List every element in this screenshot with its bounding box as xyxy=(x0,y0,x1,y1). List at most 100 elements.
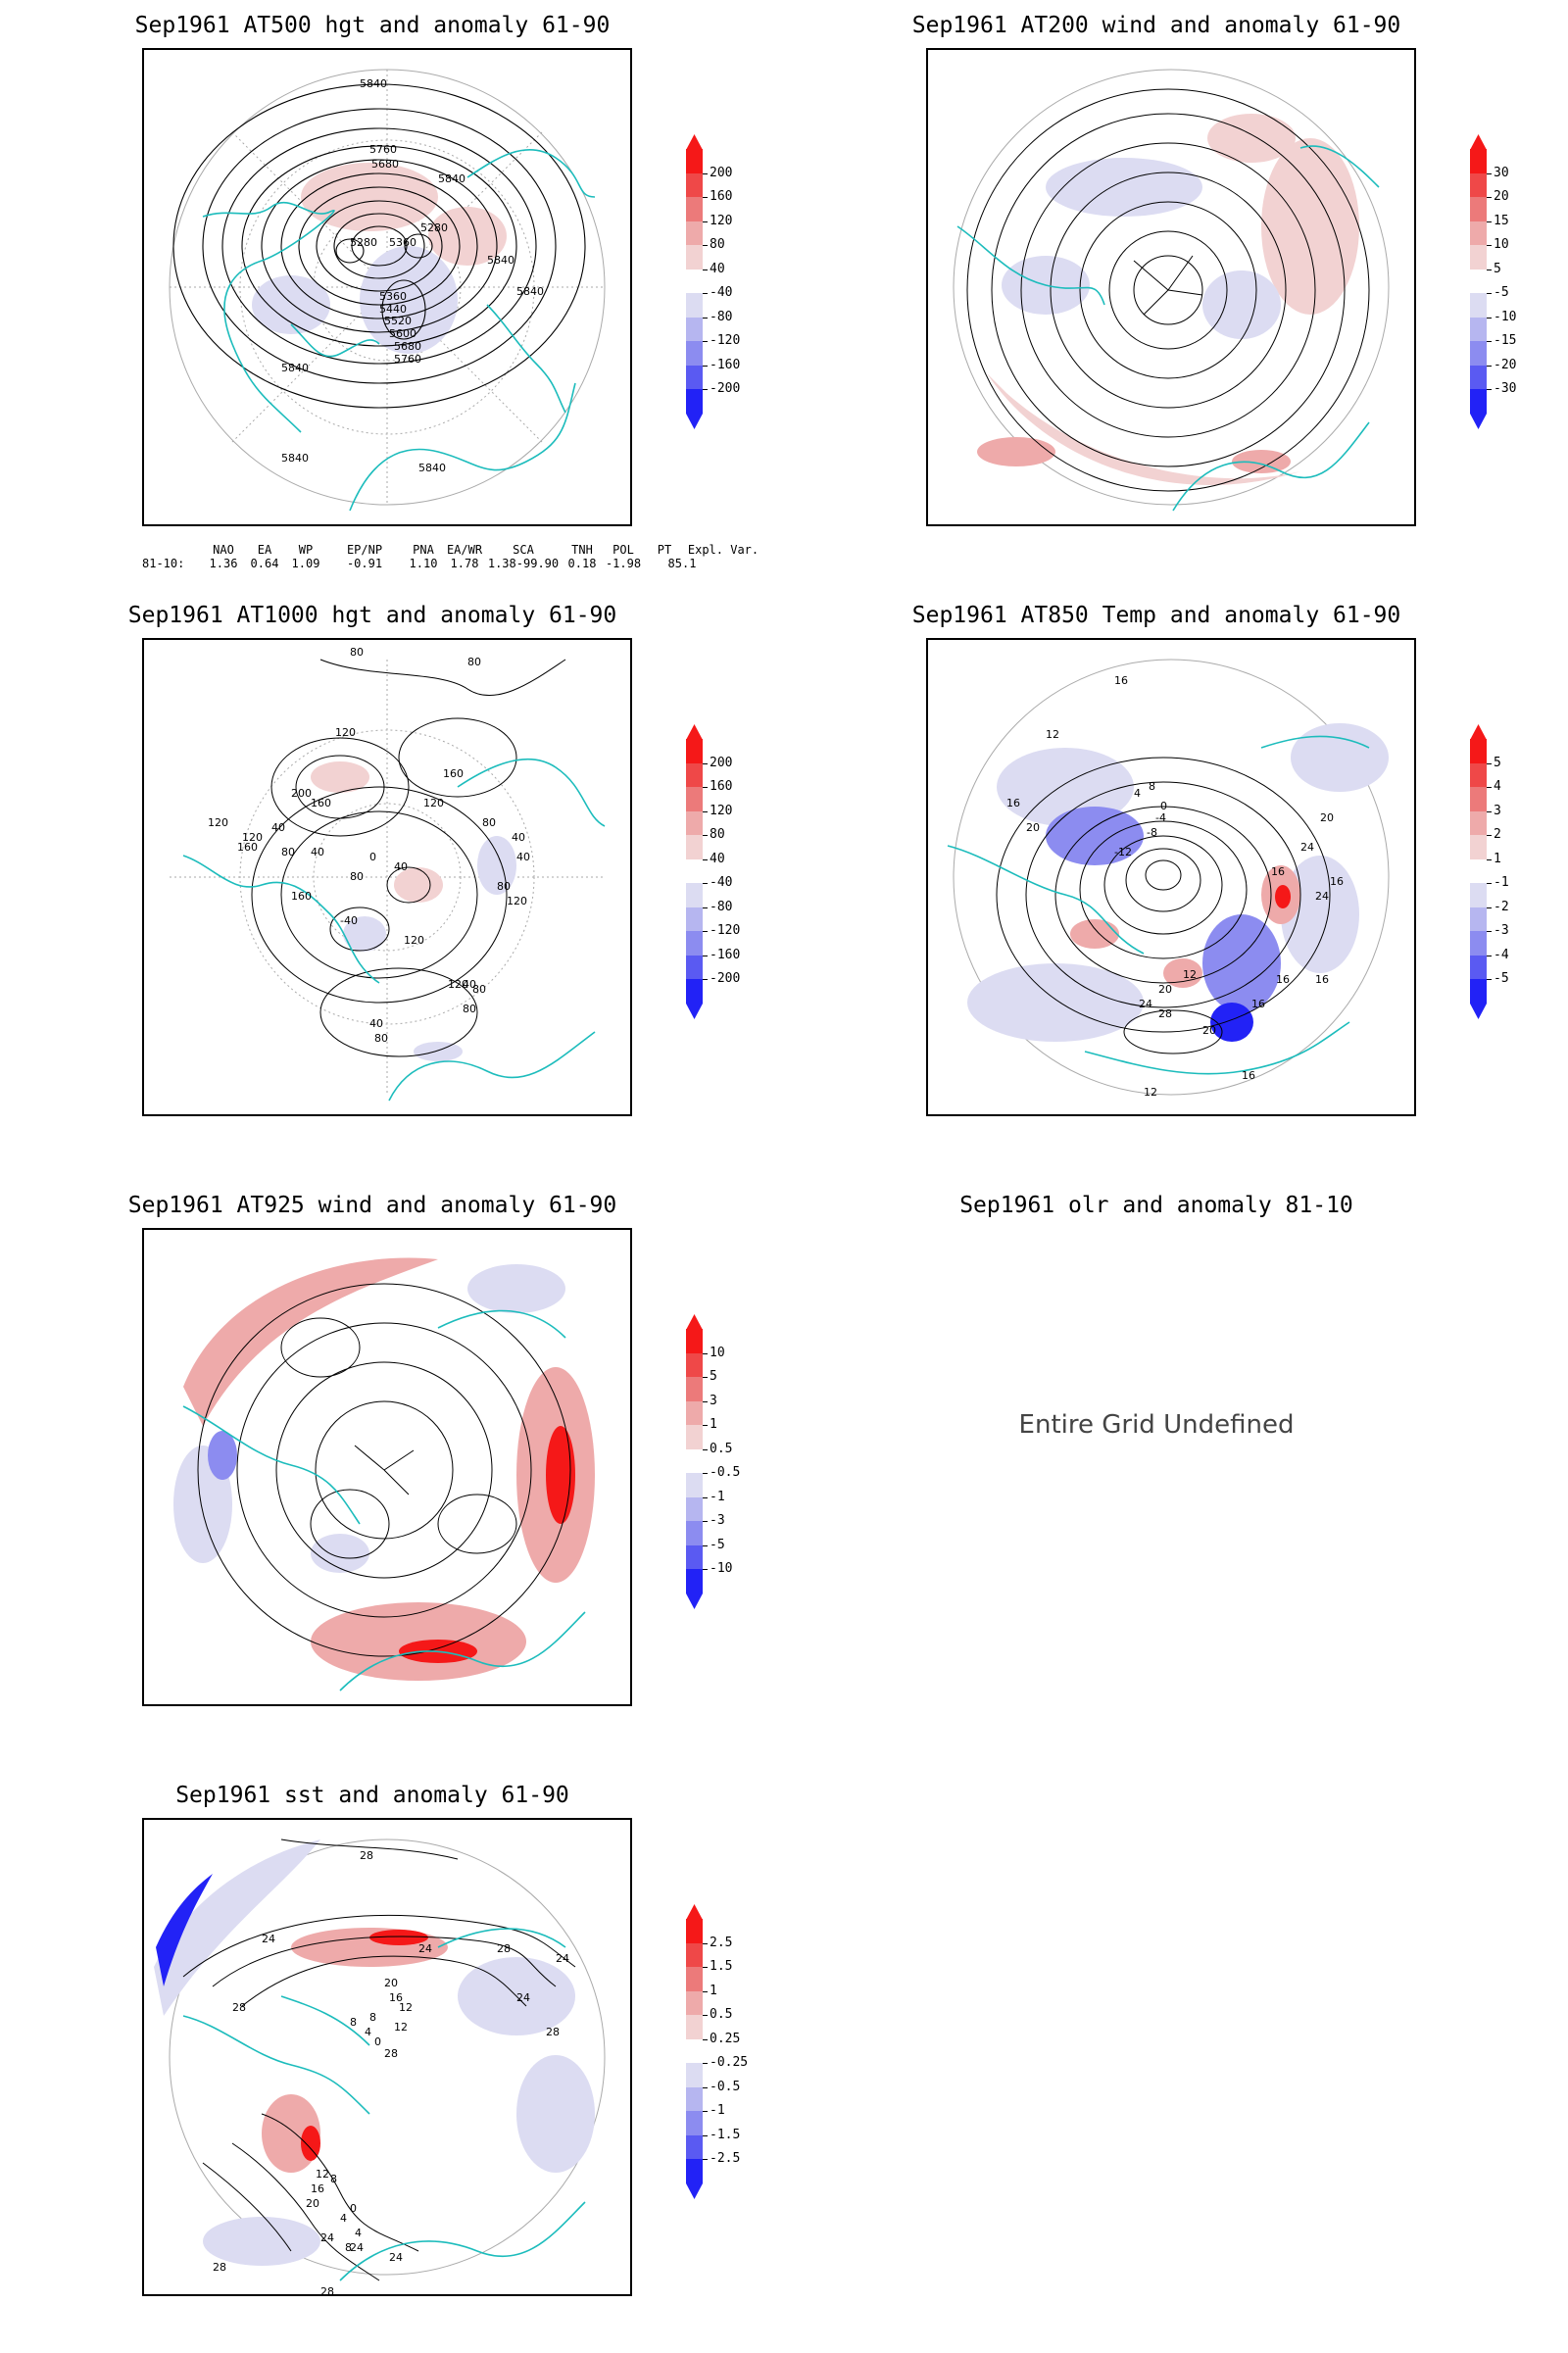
colorbar-label: -10 xyxy=(1494,309,1517,324)
contour-label: 5840 xyxy=(281,452,309,465)
colorbar-tick xyxy=(703,2015,708,2017)
polar-map: 5840584058405840576056805360528052805360… xyxy=(169,69,606,512)
colorbar-segment xyxy=(686,1967,703,1992)
colorbar-label: -0.25 xyxy=(710,2055,749,2071)
colorbar-segment xyxy=(1470,221,1487,246)
colorbar: 5 4 3 2 1 -1 -2 -3 -4 -5 xyxy=(1470,724,1548,1019)
colorbar-label: 0.5 xyxy=(710,2007,733,2023)
colorbar-tick xyxy=(703,762,708,764)
colorbar-tick xyxy=(703,221,708,222)
panel-title: Sep1961 AT500 hgt and anomaly 61-90 xyxy=(134,13,611,38)
polar-map-frame: 80 80 120 160 120 200 160 120 120 160 80 40 40 0 120 16… xyxy=(142,638,632,1116)
panel-title: Sep1961 AT925 wind and anomaly 61-90 xyxy=(127,1193,617,1218)
tele-value: 85.1 xyxy=(667,557,697,570)
contour-label: 4 xyxy=(355,2227,362,2239)
colorbar-label: -2.5 xyxy=(710,2151,741,2167)
tele-value: -1.98 xyxy=(605,557,642,570)
colorbar-tick xyxy=(703,2134,708,2136)
contour-label: 16 xyxy=(1271,865,1285,878)
contour-label: 16 xyxy=(1114,674,1128,687)
colorbar-tick xyxy=(1487,858,1492,860)
contour-label: 0 xyxy=(1160,800,1167,812)
contour-label: 16 xyxy=(1251,998,1265,1010)
colorbar-bottom-arrow xyxy=(686,1004,703,1019)
contour-label: 160 xyxy=(291,890,312,903)
colorbar-tick xyxy=(703,1400,708,1402)
contour-label: 5760 xyxy=(394,353,421,366)
contour-label: 16 xyxy=(1006,797,1020,809)
contour-label: 24 xyxy=(262,1933,275,1945)
contour-label: 16 xyxy=(389,1991,403,2004)
colorbar-label: -200 xyxy=(710,381,741,397)
colorbar-segment xyxy=(686,269,703,294)
colorbar-tick xyxy=(1487,979,1492,981)
colorbar-tick xyxy=(1487,293,1492,295)
colorbar-segment xyxy=(686,1377,703,1402)
colorbar-segment xyxy=(1470,955,1487,980)
contour-label: 120 xyxy=(208,816,228,829)
contour-label: 120 xyxy=(507,895,527,907)
contour-label: 5360 xyxy=(379,290,407,303)
colorbar-segment xyxy=(1470,269,1487,294)
polar-map-frame: 28 24 24 28 20 16 12 8 12 8 4 0 28 24 28 8 4 4 0 8 12 16 20 24 2… xyxy=(142,1818,632,2296)
colorbar-segment xyxy=(686,2159,703,2184)
colorbar-segment xyxy=(686,1473,703,1498)
colorbar-tick xyxy=(1487,931,1492,933)
tele-header: SCA xyxy=(513,543,534,557)
tele-value: 1.38-99.90 xyxy=(487,557,560,570)
contour-label: 28 xyxy=(320,2285,334,2294)
colorbar-tick xyxy=(703,1496,708,1498)
contour-label: 5520 xyxy=(384,315,412,327)
contour-label: 80 xyxy=(497,880,511,893)
colorbar-segment xyxy=(686,1352,703,1378)
colorbar-bottom-arrow xyxy=(686,1593,703,1609)
colorbar-tick xyxy=(703,907,708,908)
colorbar-label: -120 xyxy=(710,923,741,939)
colorbar-tick xyxy=(1487,341,1492,343)
contour-label: 24 xyxy=(389,2251,403,2264)
colorbar-segment xyxy=(686,1569,703,1594)
contour-label: 28 xyxy=(1158,1007,1172,1020)
tele-header: EA/WR xyxy=(446,543,483,557)
contour-label: 4 xyxy=(340,2212,347,2225)
colorbar-label: -40 xyxy=(710,285,733,301)
colorbar-label: 2.5 xyxy=(710,1935,733,1950)
colorbar-top-arrow xyxy=(686,724,703,740)
colorbar-tick xyxy=(703,810,708,812)
colorbar-tick xyxy=(703,1967,708,1969)
tele-value: 1.09 xyxy=(291,557,320,570)
polar-map-frame: 16 12 16 20 8 4 0 -4 -8 -12 16 24 20 16 12 16 20 24 28 20 16… xyxy=(926,638,1416,1116)
tele-row-label: 81-10: xyxy=(142,557,185,570)
colorbar-tick xyxy=(703,2159,708,2161)
colorbar-tick xyxy=(1487,762,1492,764)
colorbar-segment xyxy=(1470,883,1487,908)
contour-label: 16 xyxy=(1330,875,1344,888)
contour-label: 20 xyxy=(1202,1024,1216,1037)
colorbar-label: -1 xyxy=(1494,875,1509,891)
colorbar-label: 200 xyxy=(710,755,733,770)
colorbar-tick xyxy=(703,1352,708,1354)
colorbar-tick xyxy=(703,1942,708,1944)
colorbar-label: 30 xyxy=(1494,165,1509,180)
panel-title: Sep1961 AT200 wind and anomaly 61-90 xyxy=(911,13,1401,38)
colorbar-tick xyxy=(703,1448,708,1450)
contour-label: -40 xyxy=(340,914,358,927)
colorbar-segment xyxy=(686,979,703,1005)
polar-map: 2824242820161281284028242884408121620242… xyxy=(154,1838,606,2294)
colorbar-label: 5 xyxy=(710,1369,717,1385)
colorbar-segment xyxy=(686,907,703,932)
contour-label: 12 xyxy=(394,2021,408,2034)
colorbar-segment xyxy=(1470,810,1487,836)
tele-value: -0.91 xyxy=(346,557,383,570)
colorbar-segment xyxy=(1470,389,1487,415)
tele-value: 0.64 xyxy=(250,557,279,570)
tele-header: TNH xyxy=(571,543,593,557)
contour-label: 24 xyxy=(350,2241,364,2254)
colorbar-label: -200 xyxy=(710,971,741,987)
colorbar-label: -15 xyxy=(1494,333,1517,349)
colorbar-top-arrow xyxy=(1470,724,1487,740)
colorbar-tick xyxy=(1487,835,1492,837)
contour-label: 80 xyxy=(350,870,364,883)
colorbar-label: 5 xyxy=(1494,755,1501,770)
colorbar-label: 15 xyxy=(1494,213,1509,228)
